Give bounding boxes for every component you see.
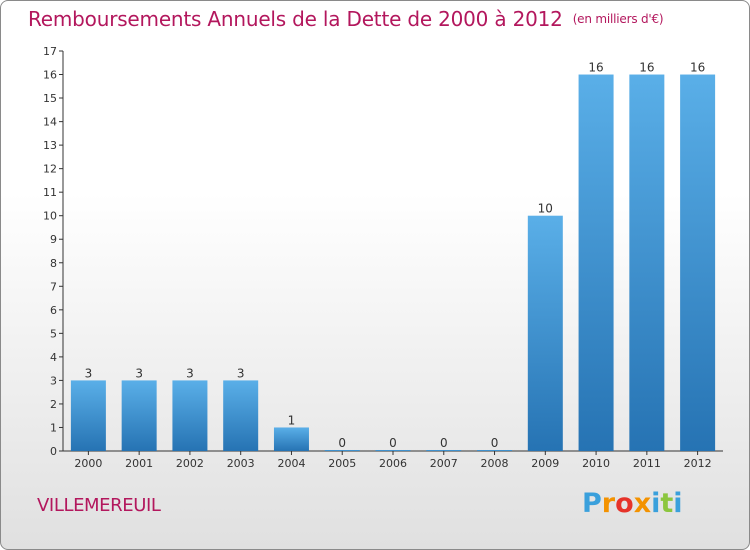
x-tick-label: 2007	[430, 457, 458, 470]
logo-letter: P	[582, 488, 602, 519]
y-tick-label: 0	[50, 445, 57, 458]
logo-letter: t	[660, 488, 674, 519]
x-tick-label: 2003	[227, 457, 255, 470]
title-text: Remboursements Annuels de la Dette de 20…	[28, 7, 563, 31]
data-label: 0	[389, 436, 397, 450]
y-tick-label: 13	[43, 139, 57, 152]
bar	[477, 450, 513, 451]
data-label: 0	[491, 436, 499, 450]
data-label: 3	[85, 366, 93, 380]
y-tick-label: 11	[43, 186, 57, 199]
bar	[223, 380, 259, 451]
logo-letter: i	[673, 488, 683, 519]
logo-letter: x	[633, 488, 652, 519]
x-tick-label: 2005	[328, 457, 356, 470]
y-tick-label: 17	[43, 45, 57, 58]
x-tick-label: 2010	[582, 457, 610, 470]
x-tick-label: 2000	[74, 457, 102, 470]
y-tick-label: 10	[43, 210, 57, 223]
bar	[324, 450, 360, 451]
x-tick-label: 2012	[684, 457, 712, 470]
y-tick-label: 1	[50, 421, 57, 434]
logo-letter: o	[615, 488, 634, 519]
y-tick-label: 14	[43, 116, 57, 129]
x-tick-label: 2002	[176, 457, 204, 470]
data-label: 3	[237, 366, 245, 380]
logo-letter: r	[601, 488, 616, 519]
y-tick-label: 4	[50, 351, 57, 364]
data-label: 1	[288, 413, 296, 427]
data-label: 16	[690, 61, 705, 75]
y-tick-label: 16	[43, 69, 57, 82]
chart-title: Remboursements Annuels de la Dette de 20…	[28, 7, 664, 31]
y-tick-label: 9	[50, 233, 57, 246]
x-tick-label: 2006	[379, 457, 407, 470]
bar	[375, 450, 411, 451]
bar	[629, 74, 665, 451]
x-tick-label: 2004	[277, 457, 305, 470]
y-tick-label: 6	[50, 304, 57, 317]
y-tick-label: 12	[43, 163, 57, 176]
commune-name: VILLEMEREUIL	[37, 495, 161, 516]
y-tick-label: 8	[50, 257, 57, 270]
y-tick-label: 15	[43, 92, 57, 105]
y-tick-label: 5	[50, 327, 57, 340]
data-label: 16	[639, 61, 654, 75]
y-tick-label: 2	[50, 398, 57, 411]
x-tick-label: 2011	[633, 457, 661, 470]
bar	[578, 74, 614, 451]
y-tick-label: 3	[50, 374, 57, 387]
x-tick-label: 2008	[481, 457, 509, 470]
logo-letter: i	[651, 488, 661, 519]
data-label: 0	[440, 436, 448, 450]
data-label: 3	[186, 366, 194, 380]
x-tick-label: 2001	[125, 457, 153, 470]
bar	[121, 380, 157, 451]
proxiti-logo: Proxiti	[582, 488, 683, 519]
bar	[527, 215, 563, 451]
bar	[680, 74, 716, 451]
x-tick-label: 2009	[531, 457, 559, 470]
y-tick-label: 7	[50, 280, 57, 293]
data-label: 3	[135, 366, 143, 380]
bar	[273, 427, 309, 451]
unit-label: (en milliers d'€)	[572, 12, 664, 26]
bar	[172, 380, 208, 451]
bar	[70, 380, 106, 451]
bar	[426, 450, 462, 451]
data-label: 0	[338, 436, 346, 450]
data-label: 16	[588, 61, 603, 75]
data-label: 10	[538, 202, 553, 216]
